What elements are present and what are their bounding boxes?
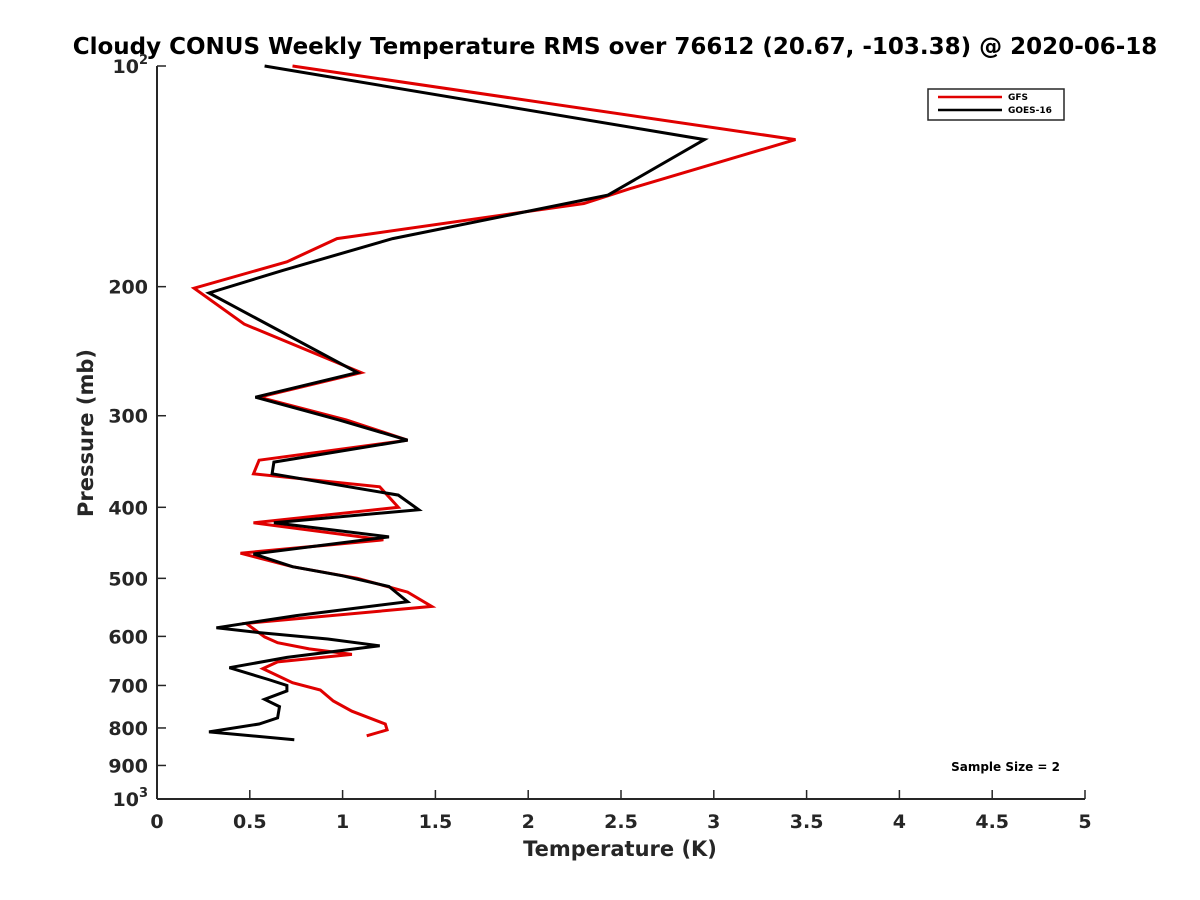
y-tick-label: 400 [108, 497, 148, 519]
series-line-gfs [190, 64, 796, 738]
x-tick-label: 3.5 [790, 811, 824, 833]
legend-box [927, 88, 1065, 121]
x-tick-label: 0 [150, 811, 163, 833]
x-tick-label: 5 [1078, 811, 1091, 833]
x-tick-label: 0.5 [233, 811, 267, 833]
y-tick-labels: 102 200 300 400 500 600 700 800 900 103 [108, 53, 148, 811]
x-tick-label: 4 [893, 811, 906, 833]
series-layer [190, 64, 796, 742]
x-axis-label: Temperature (K) [523, 837, 717, 861]
x-tick-labels: 0 0.5 1 1.5 2 2.5 3 3.5 4 4.5 5 [150, 811, 1091, 833]
chart-title: Cloudy CONUS Weekly Temperature RMS over… [73, 34, 1158, 60]
x-tick-label: 2.5 [604, 811, 638, 833]
x-tick-label: 4.5 [975, 811, 1009, 833]
y-tick-label: 300 [108, 406, 148, 428]
x-tick-label: 3 [707, 811, 720, 833]
x-tick-label: 1.5 [419, 811, 453, 833]
legend-label-gfs: GFS [1008, 93, 1028, 103]
legend: GFS GOES-16 [927, 88, 1065, 121]
series-line-goes16 [205, 64, 709, 742]
sample-size-annotation: Sample Size = 2 [951, 760, 1060, 774]
y-axis-label: Pressure (mb) [74, 349, 98, 517]
y-tick-label: 900 [108, 755, 148, 777]
y-tick-label: 200 [108, 277, 148, 299]
axis-ticks [156, 65, 1086, 800]
y-tick-label: 700 [108, 675, 148, 697]
legend-label-goes16: GOES-16 [1008, 106, 1052, 116]
y-tick-label: 600 [108, 626, 148, 648]
x-tick-label: 2 [522, 811, 535, 833]
y-tick-label: 103 [113, 786, 149, 811]
x-tick-label: 1 [336, 811, 349, 833]
y-tick-label: 800 [108, 718, 148, 740]
y-tick-label: 500 [108, 568, 148, 590]
y-tick-label: 102 [113, 53, 149, 78]
